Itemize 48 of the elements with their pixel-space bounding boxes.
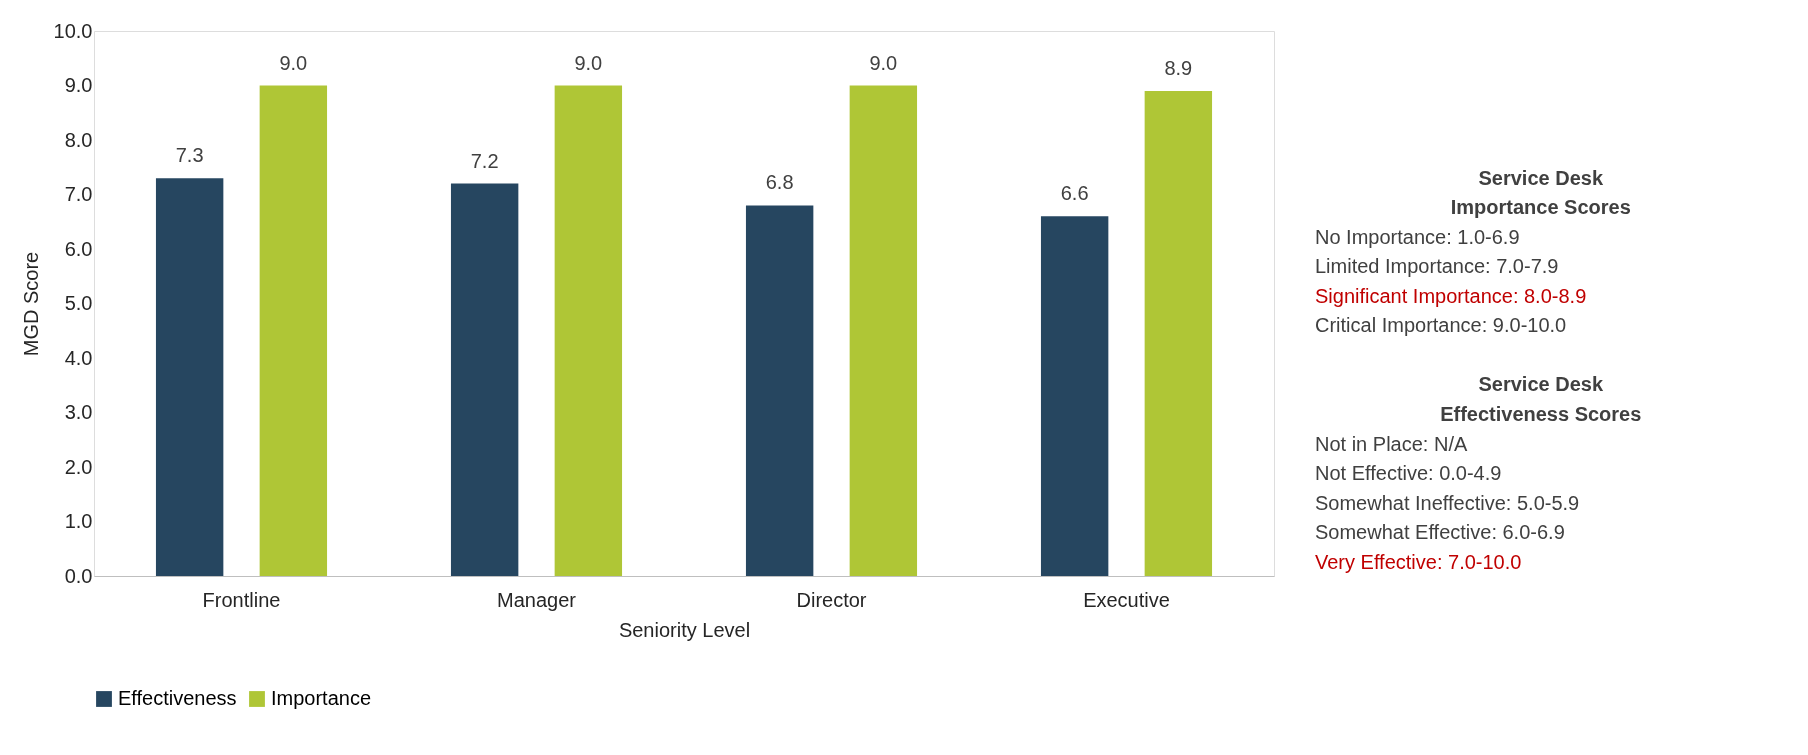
text: Somewhat Ineffective: 5.0-5.9 (1315, 491, 1580, 514)
text: Limited Importance: 7.0-7.9 (1315, 255, 1559, 278)
bar (554, 85, 623, 576)
bar (155, 178, 224, 576)
text: Not Effective: 0.0-4.9 (1315, 462, 1502, 485)
legend-label: Importance (271, 687, 372, 709)
y-tick-label: 10.0 (53, 19, 93, 42)
y-tick-label: 8.0 (64, 128, 93, 151)
legend-label: Effectiveness (118, 687, 237, 709)
y-tick-label: 3.0 (64, 401, 93, 423)
text: Critical Importance: 9.0-10.0 (1315, 314, 1567, 337)
data-label: 7.2 (470, 149, 499, 172)
data-label: 6.6 (1060, 182, 1089, 205)
y-tick-label: 4.0 (64, 346, 93, 369)
bar (259, 85, 328, 576)
x-tick-label: Executive (1083, 588, 1170, 611)
bar (849, 85, 918, 576)
text: Service Desk (1478, 166, 1604, 189)
x-tick-label: Frontline (202, 588, 281, 611)
text: Not in Place: N/A (1315, 432, 1468, 455)
y-tick-label: 1.0 (64, 510, 93, 532)
text: Effectiveness Scores (1440, 403, 1642, 425)
y-tick-label: 7.0 (64, 183, 93, 205)
data-label: 6.8 (765, 171, 794, 194)
text: No Importance: 1.0-6.9 (1315, 225, 1520, 248)
x-tick-label: Director (796, 588, 867, 611)
data-label: 7.3 (175, 144, 204, 167)
y-axis-title: MGD Score (19, 251, 42, 357)
data-label: 8.9 (1164, 56, 1193, 79)
data-label: 9.0 (279, 51, 308, 74)
bar (1040, 216, 1109, 576)
y-tick-label: 5.0 (64, 292, 93, 314)
bar (745, 205, 814, 576)
y-tick-label: 6.0 (64, 237, 93, 260)
data-label: 9.0 (869, 51, 898, 74)
bar (450, 183, 519, 576)
text: Very Effective: 7.0-10.0 (1315, 550, 1522, 573)
y-tick-label: 0.0 (64, 564, 93, 587)
y-tick-label: 2.0 (64, 455, 93, 478)
text: Somewhat Effective: 6.0-6.9 (1315, 521, 1565, 544)
text: Significant Importance: 8.0-8.9 (1315, 284, 1587, 307)
bar (1144, 90, 1213, 576)
data-label: 9.0 (574, 51, 603, 74)
y-tick-label: 9.0 (64, 74, 93, 96)
text: Importance Scores (1450, 196, 1631, 219)
x-axis-title: Seniority Level (618, 618, 751, 641)
text: Service Desk (1478, 373, 1604, 396)
x-tick-label: Manager (497, 588, 577, 611)
